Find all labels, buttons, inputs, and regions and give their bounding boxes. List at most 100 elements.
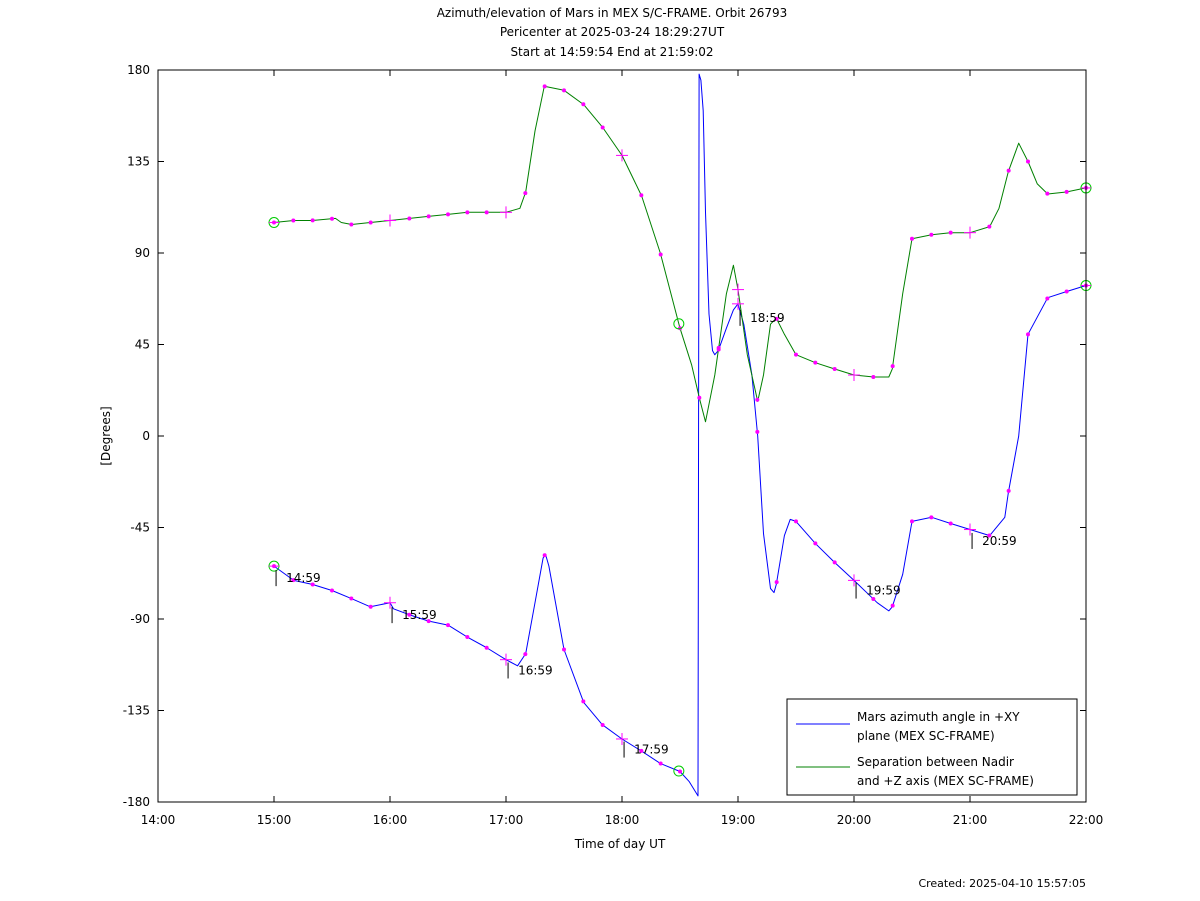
minute-marker-separation-310 bbox=[871, 374, 876, 379]
minute-marker-azimuth-80 bbox=[426, 619, 431, 624]
chart-title-line-1: Azimuth/elevation of Mars in MEX S/C-FRA… bbox=[437, 6, 788, 20]
series-azimuth-line bbox=[273, 73, 1087, 797]
minute-marker-azimuth-100 bbox=[465, 635, 470, 640]
minute-marker-azimuth-140 bbox=[542, 553, 547, 558]
y-tick-label--135: -135 bbox=[123, 704, 150, 718]
minute-marker-separation-150 bbox=[562, 88, 566, 93]
y-tick-label-90: 90 bbox=[135, 246, 150, 260]
legend-label-azimuth-line-2: plane (MEX SC-FRAME) bbox=[857, 729, 995, 743]
minute-marker-azimuth-130 bbox=[523, 652, 528, 657]
minute-marker-separation-140 bbox=[542, 84, 547, 89]
y-tick-label-45: 45 bbox=[135, 338, 150, 352]
x-tick-label-1500: 15:00 bbox=[257, 813, 292, 827]
x-tick-label-2000: 20:00 bbox=[837, 813, 872, 827]
y-tick-label-180: 180 bbox=[127, 63, 150, 77]
minute-marker-separation-130 bbox=[523, 191, 528, 196]
minute-marker-azimuth-280 bbox=[813, 541, 818, 546]
x-tick-label-1800: 18:00 bbox=[605, 813, 640, 827]
pericenter-circle-azimuth bbox=[673, 765, 685, 777]
minute-marker-azimuth-290 bbox=[832, 560, 837, 565]
minute-marker-azimuth-200 bbox=[658, 761, 663, 766]
minute-marker-separation-100 bbox=[465, 210, 470, 215]
minute-marker-separation-50 bbox=[368, 220, 373, 225]
minute-marker-separation-330 bbox=[910, 236, 914, 241]
time-label-1759: 17:59 bbox=[634, 743, 669, 757]
minute-marker-separation-160 bbox=[581, 102, 586, 107]
minute-marker-azimuth-70 bbox=[407, 612, 412, 617]
minute-marker-separation-90 bbox=[446, 212, 450, 217]
minute-marker-azimuth-340 bbox=[929, 515, 934, 520]
minute-marker-azimuth-350 bbox=[948, 521, 953, 526]
minute-marker-azimuth-90 bbox=[446, 623, 450, 628]
minute-marker-separation-200 bbox=[658, 252, 663, 257]
minute-marker-separation-380 bbox=[1006, 168, 1011, 173]
minute-marker-azimuth-110 bbox=[484, 645, 489, 650]
minute-marker-azimuth-250 bbox=[755, 429, 760, 434]
minute-marker-azimuth-190 bbox=[639, 748, 644, 753]
y-tick-label--90: -90 bbox=[130, 612, 150, 626]
time-label-1559: 15:59 bbox=[402, 608, 437, 622]
x-tick-label-1400: 14:00 bbox=[141, 813, 176, 827]
minute-marker-azimuth-380 bbox=[1006, 488, 1011, 493]
y-tick-label-135: 135 bbox=[127, 155, 150, 169]
legend-box bbox=[786, 698, 1078, 796]
y-axis-label: [Degrees] bbox=[99, 406, 113, 465]
chart-title-line-3: Start at 14:59:54 End at 21:59:02 bbox=[510, 45, 713, 59]
minute-marker-separation-110 bbox=[484, 210, 489, 215]
minute-marker-separation-30 bbox=[330, 216, 334, 221]
minute-marker-azimuth-50 bbox=[368, 604, 373, 609]
minute-marker-separation-80 bbox=[426, 214, 431, 219]
minute-marker-separation-250 bbox=[755, 397, 760, 402]
y-tick-label--180: -180 bbox=[123, 795, 150, 809]
minute-marker-azimuth-260 bbox=[774, 580, 779, 585]
minute-marker-separation-170 bbox=[600, 125, 605, 130]
plot-frame bbox=[157, 69, 1087, 803]
time-label-1959: 19:59 bbox=[866, 584, 901, 598]
y-tick-label-0: 0 bbox=[142, 429, 150, 443]
x-axis-label: Time of day UT bbox=[574, 837, 666, 851]
chart-title-line-2: Pericenter at 2025-03-24 18:29:27UT bbox=[500, 25, 725, 39]
minute-marker-azimuth-10 bbox=[291, 578, 296, 583]
legend-label-azimuth-line-1: Mars azimuth angle in +XY bbox=[857, 710, 1020, 724]
plot-series bbox=[273, 73, 1087, 797]
created-timestamp: Created: 2025-04-10 15:57:05 bbox=[918, 877, 1086, 890]
minute-marker-separation-290 bbox=[832, 367, 837, 372]
minute-marker-azimuth-320 bbox=[890, 603, 895, 608]
time-label-1659: 16:59 bbox=[518, 663, 553, 677]
minute-marker-separation-10 bbox=[291, 218, 296, 223]
minute-marker-azimuth-270 bbox=[794, 519, 798, 524]
minute-marker-separation-340 bbox=[929, 232, 934, 237]
minute-marker-separation-410 bbox=[1064, 189, 1069, 194]
time-label-1459: 14:59 bbox=[286, 571, 321, 585]
minute-marker-azimuth-170 bbox=[600, 723, 605, 728]
minute-marker-separation-220 bbox=[697, 395, 702, 400]
minute-marker-separation-260 bbox=[774, 316, 779, 321]
minute-marker-azimuth-210 bbox=[678, 769, 682, 774]
minute-marker-separation-70 bbox=[407, 216, 412, 221]
y-tick-label--45: -45 bbox=[130, 521, 150, 535]
legend: Mars azimuth angle in +XY plane (MEX SC-… bbox=[786, 698, 1078, 796]
minute-marker-azimuth-370 bbox=[987, 533, 992, 538]
legend-label-separation-line-2: and +Z axis (MEX SC-FRAME) bbox=[857, 774, 1034, 788]
chart-title: Azimuth/elevation of Mars in MEX S/C-FRA… bbox=[437, 6, 788, 59]
minute-marker-azimuth-40 bbox=[349, 596, 354, 601]
x-tick-label-1900: 19:00 bbox=[721, 813, 756, 827]
minute-marker-azimuth-330 bbox=[910, 519, 914, 524]
minute-marker-azimuth-150 bbox=[562, 647, 566, 652]
minute-marker-azimuth-400 bbox=[1045, 296, 1050, 301]
minute-marker-separation-370 bbox=[987, 224, 992, 229]
minute-marker-separation-230 bbox=[716, 345, 721, 350]
legend-label-separation-line-1: Separation between Nadir bbox=[857, 755, 1014, 769]
minute-marker-separation-400 bbox=[1045, 191, 1050, 196]
minute-marker-separation-280 bbox=[813, 360, 818, 365]
plot-markers bbox=[268, 84, 1092, 777]
minute-marker-azimuth-30 bbox=[330, 588, 334, 593]
minute-marker-azimuth-160 bbox=[581, 699, 586, 704]
minute-marker-azimuth-410 bbox=[1064, 289, 1069, 294]
time-labels: 14:59 15:59 16:59 17:59 18:59 19:59 20:59 bbox=[275, 309, 1017, 758]
pericenter-circle-separation bbox=[673, 318, 685, 330]
x-tick-label-2200: 22:00 bbox=[1069, 813, 1104, 827]
minute-marker-azimuth-390 bbox=[1026, 332, 1030, 337]
x-tick-label-1600: 16:00 bbox=[373, 813, 408, 827]
